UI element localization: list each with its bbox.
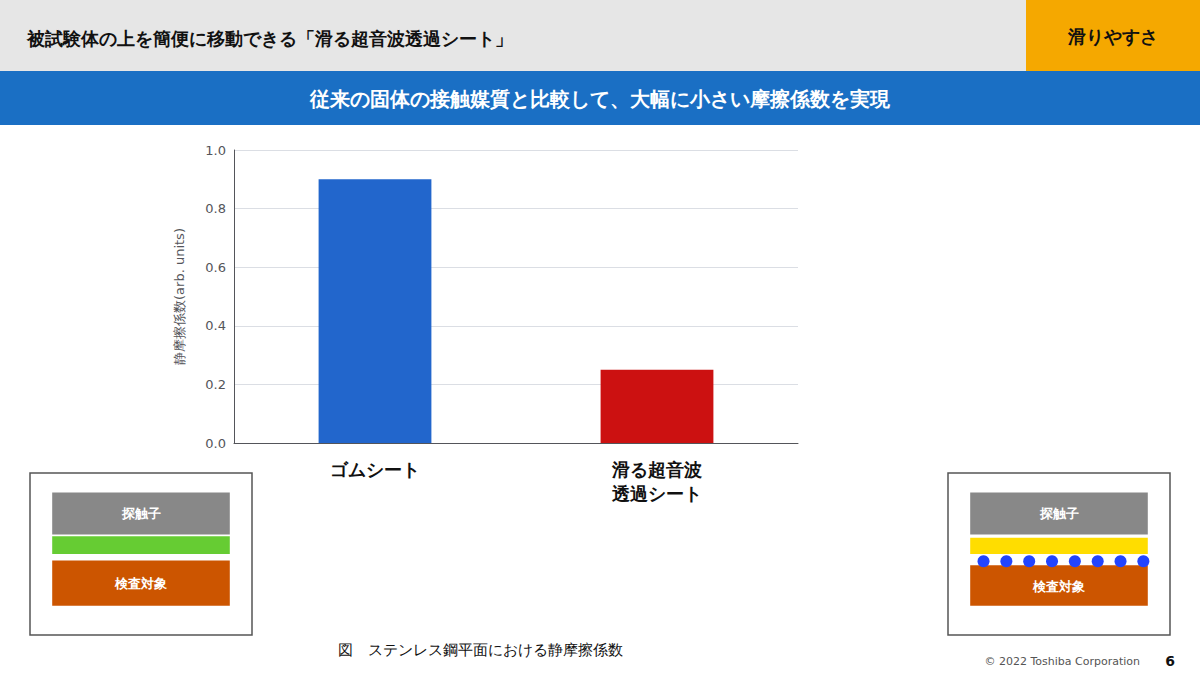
svg-text:静摩擦係数(arb. units): 静摩擦係数(arb. units) [172, 228, 187, 365]
svg-text:探触子: 探触子 [121, 506, 161, 521]
svg-text:検査対象: 検査対象 [1032, 579, 1085, 594]
svg-text:0.0: 0.0 [205, 436, 226, 451]
svg-text:6: 6 [1165, 653, 1175, 669]
svg-text:図 ステンレス鋼平面における静摩擦係数: 図 ステンレス鋼平面における静摩擦係数 [338, 641, 623, 659]
svg-text:0.8: 0.8 [205, 201, 226, 216]
svg-text:0.2: 0.2 [205, 377, 226, 392]
svg-text:1.0: 1.0 [205, 143, 226, 158]
svg-text:0.4: 0.4 [205, 318, 226, 333]
svg-text:探触子: 探触子 [1039, 506, 1079, 521]
svg-text:滑りやすさ: 滑りやすさ [1067, 26, 1158, 47]
svg-text:従来の固体の接触媒質と比較して、大幅に小さい摩擦係数を実現: 従来の固体の接触媒質と比較して、大幅に小さい摩擦係数を実現 [309, 87, 891, 111]
svg-text:滑る超音波: 滑る超音波 [611, 459, 702, 480]
svg-text:被試験体の上を簡便に移動できる「滑る超音波透過シート」: 被試験体の上を簡便に移動できる「滑る超音波透過シート」 [26, 28, 513, 49]
svg-text:透過シート: 透過シート [611, 483, 702, 504]
svg-text:0.6: 0.6 [205, 260, 226, 275]
svg-text:検査対象: 検査対象 [114, 576, 167, 591]
svg-text:ゴムシート: ゴムシート [330, 459, 420, 480]
svg-text:© 2022 Toshiba Corporation: © 2022 Toshiba Corporation [984, 655, 1140, 668]
